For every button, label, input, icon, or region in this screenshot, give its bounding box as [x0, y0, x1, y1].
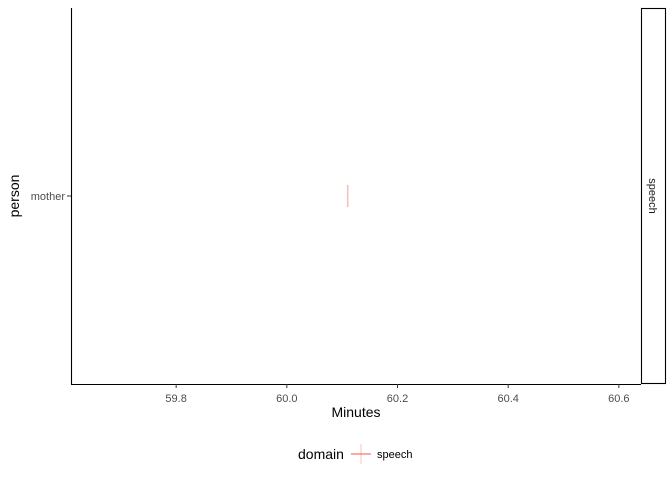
x-tick-label: 60.4	[497, 393, 518, 405]
x-tick-label: 59.8	[165, 393, 186, 405]
y-tick-label: mother	[31, 191, 66, 203]
facet-strip	[640, 7, 667, 385]
y-axis-title: person	[6, 175, 22, 218]
facet-strip-label: speech	[646, 178, 658, 213]
legend-label-speech: speech	[377, 449, 412, 461]
legend-key-speech	[351, 444, 371, 464]
legend-title: domain	[298, 446, 344, 462]
x-tick-label: 60.0	[276, 393, 297, 405]
x-tick-label: 60.2	[387, 393, 408, 405]
x-axis-ticks: 59.8 60.0 60.2 60.4 60.6	[165, 384, 630, 405]
x-axis-title: Minutes	[331, 404, 380, 420]
legend: domain speech	[298, 444, 412, 464]
x-tick-label: 60.6	[608, 393, 629, 405]
y-axis-ticks: mother	[31, 191, 71, 203]
